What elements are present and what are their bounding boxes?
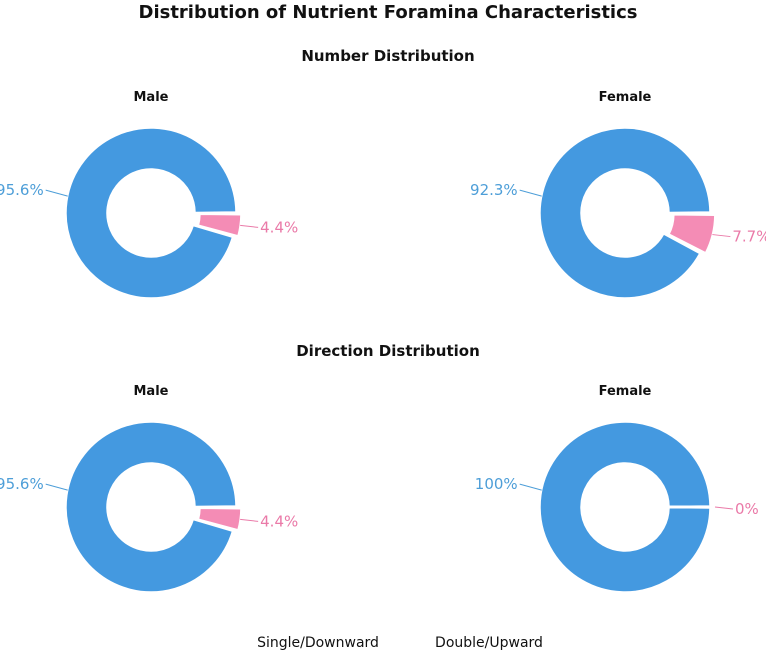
data-label: 100% [475,475,518,493]
panel-title: Female [599,384,652,399]
label-leader-line [240,224,259,228]
pie-slice-double-upward [668,213,716,254]
pie-slice-double-upward [197,213,242,237]
data-label: 0% [735,500,759,518]
chart-title: Distribution of Nutrient Foramina Charac… [139,2,638,23]
pie-panels: Male 95.6% 4.4% Female 92.3% 7.7% Male 95.6% 4.4… [0,90,766,593]
panel-title: Male [134,90,169,105]
pie-slice-single-downward [65,421,237,593]
panel-title: Female [599,90,652,105]
pie-panel: Female 92.3% 7.7% [470,90,766,299]
pie-slice-single-downward [539,421,711,593]
group-title-direction: Direction Distribution [296,342,480,360]
group-title-number: Number Distribution [301,47,474,65]
pie-panel: Female 100% 0% [475,384,759,593]
pie-panel: Male 95.6% 4.4% [0,384,298,593]
legend-entry-double-upward: Double/Upward [435,635,543,651]
data-label: 4.4% [260,512,298,530]
label-leader-line [45,189,68,197]
data-label: 7.7% [732,228,766,246]
label-leader-line [714,506,734,510]
panel-title: Male [134,384,169,399]
data-label: 95.6% [0,181,44,199]
label-leader-line [240,518,259,522]
label-leader-line [519,189,542,197]
label-leader-line [45,483,68,491]
pie-slice-double-upward [197,507,242,531]
pie-slice-single-downward [65,127,237,299]
legend-entry-single-downward: Single/Downward [257,635,379,651]
data-label: 92.3% [470,181,518,199]
data-label: 4.4% [260,218,298,236]
pie-panel: Male 95.6% 4.4% [0,90,298,299]
label-leader-line [712,234,731,238]
pie-slice-single-downward [539,127,711,299]
data-label: 95.6% [0,475,44,493]
label-leader-line [519,483,542,491]
